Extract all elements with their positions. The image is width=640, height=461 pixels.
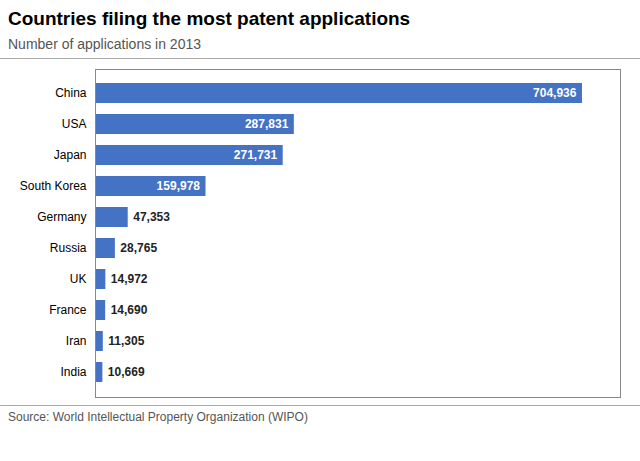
html-text:Number of applications in 2013: Number of applications in 2013: [8, 36, 201, 52]
svg-text:South Korea: South Korea: [20, 179, 87, 193]
svg-text:France: France: [49, 303, 87, 317]
svg-text:Germany: Germany: [37, 210, 86, 224]
svg-text:28,765: 28,765: [120, 241, 157, 255]
svg-text:271,731: 271,731: [234, 148, 278, 162]
svg-text:704,936: 704,936: [533, 86, 577, 100]
svg-text:Russia: Russia: [50, 241, 87, 255]
svg-text:Iran: Iran: [66, 334, 87, 348]
svg-text:14,690: 14,690: [111, 303, 148, 317]
svg-text:Japan: Japan: [54, 148, 87, 162]
svg-text:14,972: 14,972: [111, 272, 148, 286]
svg-text:India: India: [60, 365, 86, 379]
svg-text:China: China: [55, 86, 87, 100]
svg-text:11,305: 11,305: [108, 334, 144, 348]
html-text:Source: World Intellectual Pro: Source: World Intellectual Property Orga…: [8, 410, 308, 424]
svg-text:USA: USA: [62, 117, 87, 131]
svg-text:159,978: 159,978: [157, 179, 201, 193]
svg-text:UK: UK: [70, 272, 87, 286]
html-text:Countries filing the most pate: Countries filing the most patent applica…: [8, 8, 411, 29]
svg-text:47,353: 47,353: [133, 210, 170, 224]
svg-text:287,831: 287,831: [245, 117, 289, 131]
svg-text:10,669: 10,669: [108, 365, 145, 379]
